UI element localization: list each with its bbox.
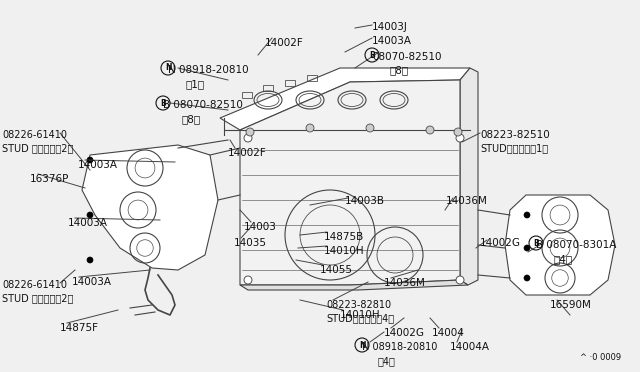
Text: 08070-82510: 08070-82510 [372, 52, 442, 62]
Text: B 08070-82510: B 08070-82510 [163, 100, 243, 110]
Bar [263, 85, 273, 91]
Text: STUD スタッド（2）: STUD スタッド（2） [2, 143, 74, 153]
Circle shape [244, 276, 252, 284]
Text: （8）: （8） [181, 114, 200, 124]
Text: N 08918-20810: N 08918-20810 [362, 342, 437, 352]
Circle shape [524, 212, 530, 218]
Bar [285, 80, 295, 86]
Text: （4）: （4） [554, 254, 573, 264]
Polygon shape [240, 280, 468, 290]
Text: 14004: 14004 [432, 328, 465, 338]
Text: 08226-61410: 08226-61410 [2, 280, 67, 290]
Text: 16590M: 16590M [550, 300, 592, 310]
Text: 14010H: 14010H [324, 246, 365, 256]
Text: 14003A: 14003A [78, 160, 118, 170]
Text: 16376P: 16376P [30, 174, 69, 184]
Bar [307, 75, 317, 81]
Text: ＼8／: ＼8／ [389, 65, 408, 75]
Text: 14003A: 14003A [68, 218, 108, 228]
Text: 14036M: 14036M [446, 196, 488, 206]
Text: 14003J: 14003J [372, 22, 408, 32]
Text: 14010H: 14010H [340, 310, 381, 320]
Text: B: B [369, 51, 375, 60]
Polygon shape [82, 145, 218, 270]
Text: 14003A: 14003A [372, 36, 412, 46]
Text: 08226-61410: 08226-61410 [2, 130, 67, 140]
Circle shape [87, 157, 93, 163]
Circle shape [454, 128, 462, 136]
Circle shape [87, 257, 93, 263]
Circle shape [456, 134, 464, 142]
Text: 14004A: 14004A [450, 342, 490, 352]
Text: B: B [160, 99, 166, 108]
Text: B 08070-8301A: B 08070-8301A [536, 240, 616, 250]
Text: 14003B: 14003B [345, 196, 385, 206]
Text: STUDスタッド（4）: STUDスタッド（4） [326, 313, 394, 323]
Text: N 08918-20810: N 08918-20810 [168, 65, 248, 75]
Circle shape [306, 124, 314, 132]
Text: 14003A: 14003A [72, 277, 112, 287]
Circle shape [244, 134, 252, 142]
Text: 14875F: 14875F [60, 323, 99, 333]
Text: 14003: 14003 [244, 222, 277, 232]
Circle shape [366, 124, 374, 132]
Circle shape [524, 245, 530, 251]
Text: 08223-82510: 08223-82510 [480, 130, 550, 140]
Text: N: N [164, 64, 172, 73]
Text: N: N [359, 340, 365, 350]
Text: B: B [533, 238, 539, 247]
Text: 14875B: 14875B [324, 232, 364, 242]
Text: ^ ·0 0009: ^ ·0 0009 [580, 353, 621, 362]
Bar [242, 92, 252, 98]
Polygon shape [240, 80, 460, 285]
Text: 14002G: 14002G [480, 238, 521, 248]
Polygon shape [505, 195, 615, 295]
Text: 14002F: 14002F [265, 38, 304, 48]
Circle shape [87, 212, 93, 218]
Text: （4）: （4） [378, 356, 396, 366]
Text: STUDスタッド（1）: STUDスタッド（1） [480, 143, 548, 153]
Text: （1）: （1） [185, 79, 204, 89]
Text: 14036M: 14036M [384, 278, 426, 288]
Text: 08223-82810: 08223-82810 [326, 300, 391, 310]
Circle shape [524, 275, 530, 281]
Circle shape [426, 126, 434, 134]
Text: STUD スタッド（2）: STUD スタッド（2） [2, 293, 74, 303]
Text: 14055: 14055 [320, 265, 353, 275]
Circle shape [456, 276, 464, 284]
Text: 14002F: 14002F [228, 148, 267, 158]
Polygon shape [460, 68, 478, 285]
Text: 14035: 14035 [234, 238, 267, 248]
Polygon shape [220, 68, 470, 130]
Circle shape [246, 128, 254, 136]
Text: 14002G: 14002G [384, 328, 425, 338]
